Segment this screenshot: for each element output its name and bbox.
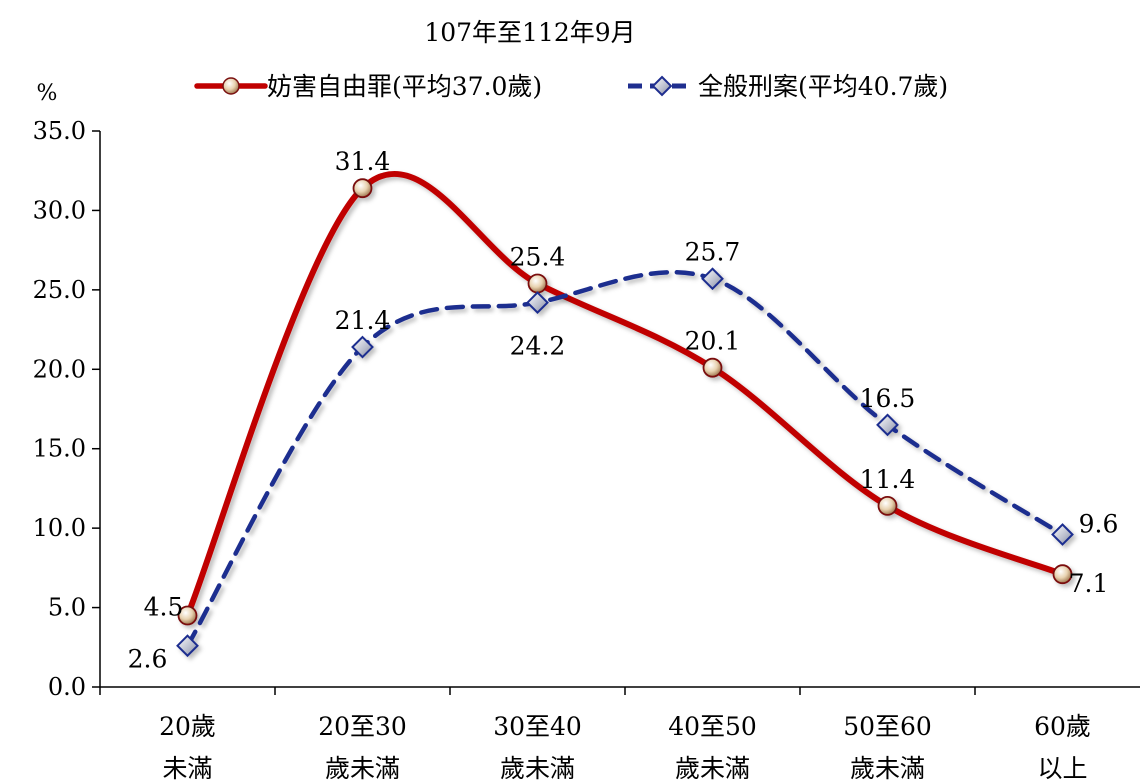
legend-diamond-marker-icon [651, 75, 673, 97]
x-axis: 20歲未滿 20至30 歲未滿 30至40 歲未滿 40至50 歲未滿 50至60 歲未滿 60歲… [99, 686, 1140, 782]
data-point-diamond [876, 413, 899, 437]
legend-circle-marker-icon [222, 77, 240, 95]
data-label: 31.4 [335, 147, 391, 176]
chart-title: 107年至112年9月 [424, 18, 635, 47]
data-point-circle [352, 178, 373, 199]
legend: 妨害自由罪(平均37.0歲) 全般刑案(平均40.7歲) [194, 72, 948, 101]
x-tick-label: 20歲未滿 [159, 712, 216, 782]
data-label: 11.4 [860, 465, 916, 494]
y-tick-label: 0.0 [48, 673, 86, 701]
y-tick-label: 20.0 [33, 355, 86, 383]
y-axis-unit-label: % [37, 81, 58, 106]
legend-item-series-2: 全般刑案(平均40.7歲) [628, 72, 948, 101]
data-label: 4.5 [144, 593, 184, 622]
data-point-circle [1052, 564, 1073, 585]
data-label: 25.4 [510, 243, 566, 272]
data-label: 25.7 [685, 238, 741, 267]
y-tick-label: 15.0 [33, 435, 86, 463]
data-point-diamond [701, 267, 724, 291]
data-point-diamond [1051, 523, 1074, 546]
data-point-diamond [526, 291, 549, 314]
data-point-circle [702, 357, 723, 378]
data-point-circle [527, 273, 548, 294]
series-1 [177, 170, 1073, 626]
x-tick-label: 50至60 歲未滿 [843, 712, 932, 782]
data-point-diamond [176, 634, 199, 658]
x-tick-label: 40至50 歲未滿 [668, 712, 757, 782]
y-tick-label: 5.0 [48, 594, 86, 622]
data-point-circle [177, 605, 198, 626]
series-2 [176, 267, 1074, 658]
series-layer [176, 170, 1074, 658]
y-tick-label: 25.0 [33, 276, 86, 304]
data-label: 7.1 [1069, 569, 1109, 598]
data-label: 2.6 [128, 645, 168, 674]
data-label: 21.4 [335, 306, 391, 335]
y-tick-label: 10.0 [33, 514, 86, 542]
x-tick-label: 60歲以上 [1034, 712, 1091, 782]
series-line-1 [184, 170, 1066, 619]
data-point-diamond [351, 335, 374, 359]
data-label: 24.2 [510, 332, 566, 361]
data-label: 9.6 [1079, 509, 1119, 538]
legend-label-series-1: 妨害自由罪(平均37.0歲) [267, 72, 542, 101]
legend-label-series-2: 全般刑案(平均40.7歲) [698, 72, 948, 101]
y-axis: 0.0 5.0 10.0 15.0 20.0 25.0 30.0 35.0 [33, 117, 101, 701]
y-tick-label: 30.0 [33, 196, 86, 224]
series-line-2 [185, 269, 1065, 648]
data-label-layer: 4.5 31.4 25.4 20.1 11.4 7.1 2.6 21.4 24.2 25.7 16.… [128, 147, 1119, 674]
legend-item-series-1: 妨害自由罪(平均37.0歲) [194, 72, 542, 101]
data-label: 20.1 [685, 327, 741, 356]
x-tick-label: 30至40 歲未滿 [493, 712, 582, 782]
x-tick-label: 20至30 歲未滿 [318, 712, 407, 782]
data-point-circle [877, 496, 898, 516]
data-label: 16.5 [860, 384, 916, 413]
y-tick-label: 35.0 [33, 117, 86, 145]
